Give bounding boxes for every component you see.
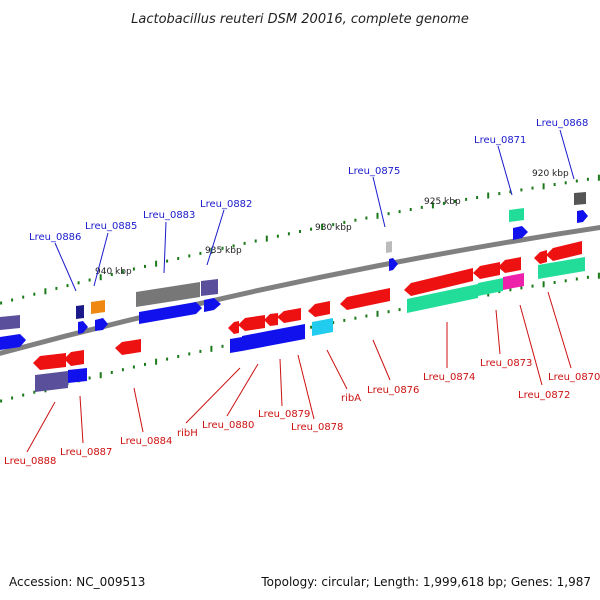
gene-lreu-0875-arrow[interactable] xyxy=(389,258,398,271)
label-lreu-0871[interactable]: Lreu_0871 xyxy=(474,135,526,146)
map-title: Lactobacillus reuteri DSM 20016, complet… xyxy=(131,12,469,27)
leader-lreu-0888 xyxy=(26,401,56,453)
leader-lreu-0871 xyxy=(497,145,513,196)
gene-ribh[interactable] xyxy=(228,321,239,334)
gene-lreu-0882-arrow[interactable] xyxy=(204,298,221,312)
leader-lreu-0878 xyxy=(297,354,315,420)
gene-lreu-0888[interactable] xyxy=(33,353,66,370)
label-lreu-0885[interactable]: Lreu_0885 xyxy=(85,221,137,232)
label-lreu-0873[interactable]: Lreu_0873 xyxy=(480,358,532,369)
gene-lreu-0868-arrow[interactable] xyxy=(577,210,588,223)
gene-lreu-0890[interactable] xyxy=(0,334,26,350)
gene-lreu-0875[interactable] xyxy=(386,241,392,253)
gene-lreu-0870[interactable] xyxy=(534,250,547,264)
gene-lreu-0888-lower[interactable] xyxy=(35,371,68,392)
label-lreu-0868[interactable]: Lreu_0868 xyxy=(536,118,588,129)
genes-lower-row xyxy=(35,257,585,392)
label-lreu-0884[interactable]: Lreu_0884 xyxy=(120,436,172,447)
top-gene-labels: Lreu_0886 Lreu_0885 Lreu_0883 Lreu_0882 … xyxy=(29,118,588,243)
scale-labels: 940 kbp 935 kbp 930 kbp 925 kbp 920 kbp xyxy=(95,169,569,277)
bottom-gene-labels: Lreu_0888 Lreu_0887 Lreu_0884 ribH Lreu_… xyxy=(4,358,600,467)
leader-lreu-0883 xyxy=(163,221,167,274)
label-ribh[interactable]: ribH xyxy=(177,428,198,439)
gene-lreu-0885[interactable] xyxy=(91,300,105,314)
gene-lreu-0879[interactable] xyxy=(264,313,278,326)
label-lreu-0888[interactable]: Lreu_0888 xyxy=(4,456,56,467)
gene-lreu-0878[interactable] xyxy=(277,308,301,323)
leader-ribh xyxy=(185,367,241,424)
gene-lreu-0868[interactable] xyxy=(574,192,586,205)
label-lreu-0886[interactable]: Lreu_0886 xyxy=(29,232,81,243)
gene-lreu-0886-arrow[interactable] xyxy=(78,321,88,334)
gene-lreu-0870-lower[interactable] xyxy=(538,257,585,279)
gene-lreu-0872-lower[interactable] xyxy=(503,273,524,290)
gene-lreu-0880-lower[interactable] xyxy=(242,331,268,351)
label-lreu-0880[interactable]: Lreu_0880 xyxy=(202,420,254,431)
gene-lreu-0883[interactable] xyxy=(136,282,200,307)
scale-label-935: 935 kbp xyxy=(205,246,242,256)
genes-upper xyxy=(0,192,586,330)
summary-text: Topology: circular; Length: 1,999,618 bp… xyxy=(260,575,591,589)
label-riba[interactable]: ribA xyxy=(341,393,361,404)
gene-lreu-0869[interactable] xyxy=(546,241,582,261)
gene-riba-lower[interactable] xyxy=(312,318,333,336)
label-lreu-0875[interactable]: Lreu_0875 xyxy=(348,166,400,177)
leader-lreu-0887 xyxy=(79,395,84,444)
label-lreu-0876[interactable]: Lreu_0876 xyxy=(367,385,419,396)
label-lreu-0879[interactable]: Lreu_0879 xyxy=(258,409,310,420)
gene-lreu-0872[interactable] xyxy=(498,257,521,273)
gene-ribh-lower[interactable] xyxy=(230,337,242,353)
leader-lreu-0882 xyxy=(206,209,225,266)
gene-lreu-0885-arrow[interactable] xyxy=(95,318,108,331)
leader-lreu-0873 xyxy=(495,309,501,355)
gene-lreu-0886[interactable] xyxy=(76,305,84,319)
gene-lreu-0873[interactable] xyxy=(473,262,500,279)
leader-lreu-0870 xyxy=(547,291,572,369)
label-lreu-0872[interactable]: Lreu_0872 xyxy=(518,390,570,401)
scale-label-925: 925 kbp xyxy=(424,197,461,207)
leader-lreu-0868 xyxy=(559,129,575,180)
gene-lreu-0871[interactable] xyxy=(509,208,524,222)
gene-lreu-0882[interactable] xyxy=(201,279,218,296)
gene-lreu-0876[interactable] xyxy=(340,288,390,310)
genes-red xyxy=(33,241,582,370)
leader-lreu-0880 xyxy=(226,363,259,417)
scale-label-920: 920 kbp xyxy=(532,169,569,179)
leader-lines xyxy=(26,129,575,453)
accession-text: Accession: NC_009513 xyxy=(9,575,145,589)
scale-label-930: 930 kbp xyxy=(315,223,352,233)
leader-lreu-0884 xyxy=(133,387,144,433)
leader-lreu-0885 xyxy=(93,232,109,287)
genes-blue xyxy=(0,210,588,350)
gene-lreu-0871-arrow[interactable] xyxy=(513,226,528,240)
gene-lreu-0874-lower[interactable] xyxy=(407,284,478,313)
label-lreu-0878[interactable]: Lreu_0878 xyxy=(291,422,343,433)
gene-lreu-0874[interactable] xyxy=(404,268,473,296)
leader-lreu-0875 xyxy=(372,176,386,228)
gene-lreu-0883-arrow[interactable] xyxy=(139,302,202,324)
genome-backbone xyxy=(0,224,600,356)
leader-riba xyxy=(326,349,348,390)
gene-lreu-0873-lower[interactable] xyxy=(478,278,503,296)
scale-label-940: 940 kbp xyxy=(95,267,132,277)
gene-lreu-0884[interactable] xyxy=(115,339,141,355)
label-lreu-0887[interactable]: Lreu_0887 xyxy=(60,447,112,458)
gene-lreu-0887-lower[interactable] xyxy=(68,368,87,383)
leader-lreu-0876 xyxy=(372,339,391,381)
label-lreu-0874[interactable]: Lreu_0874 xyxy=(423,372,475,383)
gene-lreu-0879-lower[interactable] xyxy=(268,324,305,346)
gene-lreu-0880[interactable] xyxy=(238,315,265,331)
label-lreu-0883[interactable]: Lreu_0883 xyxy=(143,210,195,221)
label-lreu-0870[interactable]: Lreu_0870 xyxy=(548,372,600,383)
gene-riba[interactable] xyxy=(308,301,330,317)
gene-lreu-0887[interactable] xyxy=(64,350,84,366)
gene-lreu-0889[interactable] xyxy=(0,315,20,330)
leader-lreu-0872 xyxy=(519,304,543,386)
leader-lreu-0879 xyxy=(279,358,283,407)
label-lreu-0882[interactable]: Lreu_0882 xyxy=(200,199,252,210)
leader-lreu-0886 xyxy=(54,242,77,292)
